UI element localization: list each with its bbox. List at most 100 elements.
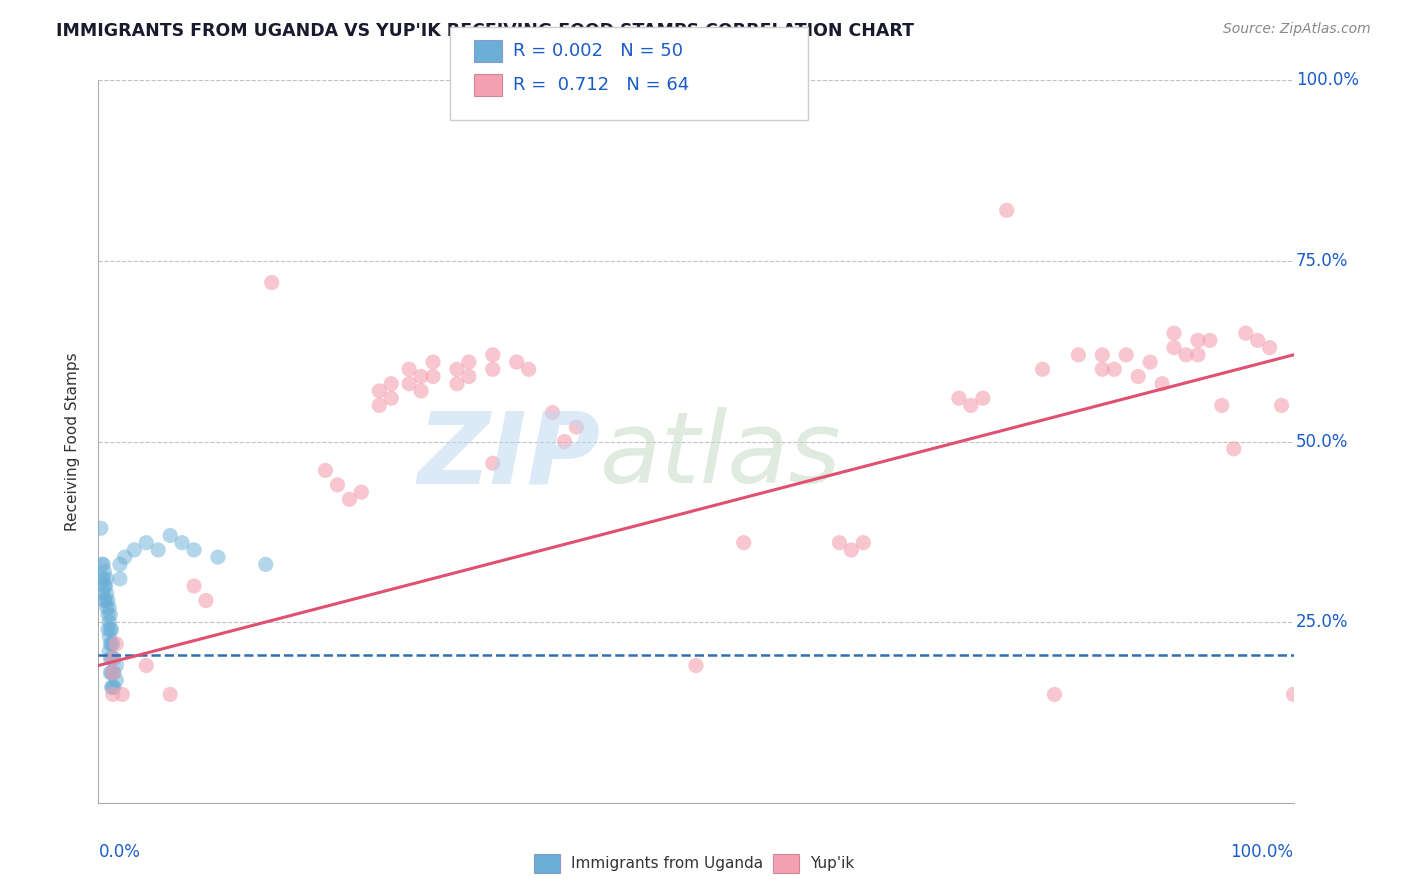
Point (1163, 326, 1185, 340)
Text: ZIP: ZIP (418, 408, 600, 505)
Point (1152, 376, 1174, 391)
Point (260, 276, 283, 290)
Point (841, 542, 863, 557)
Point (100, 665, 122, 680)
Point (108, 558, 131, 572)
Point (91, 558, 114, 572)
Text: 50.0%: 50.0% (1296, 433, 1348, 450)
Text: R = 0.002   N = 50: R = 0.002 N = 50 (513, 42, 683, 60)
Point (135, 658, 157, 673)
Point (98, 615, 121, 630)
Point (91, 572, 114, 586)
Point (97, 593, 120, 607)
Point (326, 478, 349, 492)
Point (1187, 334, 1209, 348)
Point (98, 644, 121, 658)
Point (1282, 687, 1305, 701)
Point (98, 600, 121, 615)
Point (254, 558, 277, 572)
Text: 25.0%: 25.0% (1296, 613, 1348, 632)
Point (183, 542, 205, 557)
Point (481, 456, 505, 470)
Y-axis label: Receiving Food Stamps: Receiving Food Stamps (65, 352, 80, 531)
Point (98, 607, 122, 622)
Point (93, 565, 115, 579)
Point (1115, 348, 1137, 362)
Point (114, 550, 136, 565)
Point (100, 680, 122, 694)
Point (481, 362, 505, 376)
Point (422, 369, 444, 384)
Point (183, 579, 205, 593)
Point (554, 434, 576, 449)
Text: R =  0.712   N = 64: R = 0.712 N = 64 (513, 76, 689, 94)
Point (101, 665, 124, 680)
Point (733, 535, 755, 549)
Text: Immigrants from Uganda: Immigrants from Uganda (571, 856, 763, 871)
Text: 100.0%: 100.0% (1296, 71, 1360, 89)
Point (111, 687, 134, 701)
Point (1032, 362, 1054, 376)
Point (339, 492, 361, 507)
Point (948, 391, 970, 405)
Point (108, 572, 131, 586)
Point (458, 355, 481, 369)
Point (101, 651, 124, 665)
Point (96, 586, 118, 600)
Point (96, 572, 118, 586)
Point (94, 579, 117, 593)
Point (1175, 348, 1198, 362)
Point (828, 535, 851, 549)
Point (98, 623, 122, 637)
Point (368, 384, 391, 398)
Point (350, 485, 373, 500)
Point (101, 637, 124, 651)
Point (506, 355, 529, 369)
Point (398, 376, 420, 391)
Point (1067, 348, 1090, 362)
Point (481, 348, 505, 362)
Point (995, 203, 1018, 218)
Point (960, 398, 983, 412)
Point (172, 535, 194, 549)
Point (100, 637, 122, 651)
Point (93, 593, 115, 607)
Point (1163, 341, 1185, 355)
Point (422, 355, 444, 369)
Point (380, 391, 402, 405)
Point (1128, 369, 1150, 384)
Point (446, 376, 468, 391)
Point (90, 521, 112, 535)
Point (94, 593, 117, 607)
Point (1043, 687, 1066, 701)
Point (207, 550, 229, 565)
Point (195, 593, 218, 607)
Point (541, 406, 564, 420)
Point (97, 623, 120, 637)
Point (1199, 334, 1222, 348)
Point (1258, 341, 1281, 355)
Text: Yup'ik: Yup'ik (810, 856, 853, 871)
Text: IMMIGRANTS FROM UGANDA VS YUP'IK RECEIVING FOOD STAMPS CORRELATION CHART: IMMIGRANTS FROM UGANDA VS YUP'IK RECEIVI… (56, 22, 914, 40)
Point (101, 665, 124, 680)
Point (1223, 442, 1246, 456)
Point (1247, 334, 1270, 348)
Point (1104, 362, 1126, 376)
Point (105, 637, 128, 651)
Text: atlas: atlas (600, 408, 842, 505)
Point (100, 651, 122, 665)
Point (101, 651, 124, 665)
Point (91, 572, 114, 586)
Point (98, 637, 122, 651)
Point (315, 463, 337, 477)
Point (148, 542, 170, 557)
Point (380, 376, 402, 391)
Point (411, 369, 433, 384)
Point (98, 665, 122, 680)
Point (96, 600, 118, 615)
Point (91, 558, 114, 572)
Point (1271, 398, 1294, 412)
Text: 75.0%: 75.0% (1296, 252, 1348, 270)
Point (446, 362, 468, 376)
Point (1234, 326, 1257, 340)
